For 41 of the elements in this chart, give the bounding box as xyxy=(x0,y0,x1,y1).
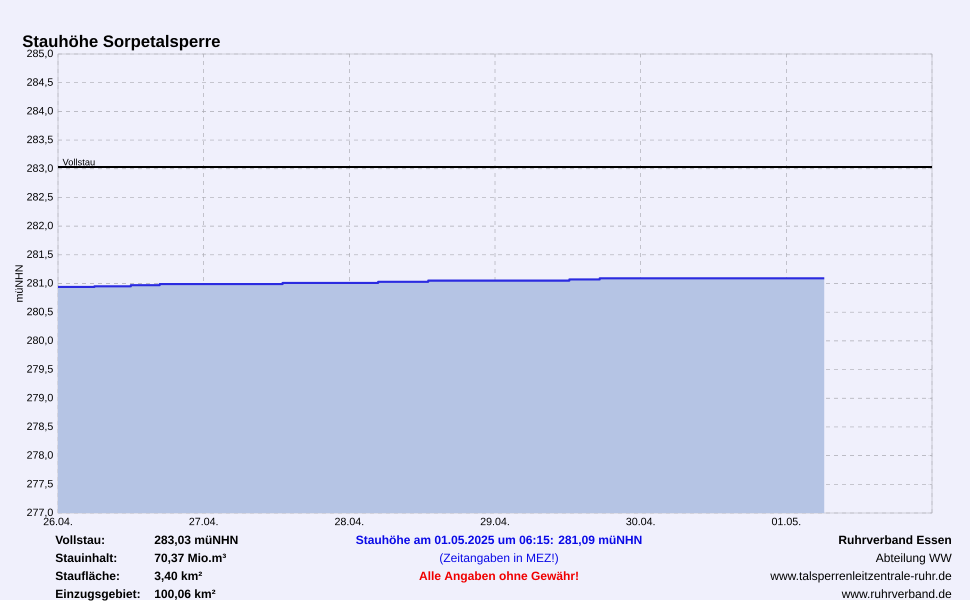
text: www.ruhrverband.de xyxy=(842,590,952,598)
text: 70,37 Mio.m³ xyxy=(154,554,226,564)
x-tick-label: 27.04. xyxy=(189,518,218,526)
y-tick-label: 284,0 xyxy=(27,107,53,116)
y-axis-title: müNHN xyxy=(15,266,23,302)
text: Stauhöhe am 01.05.2025 um 06:15: 281,09 müNHN xyxy=(356,536,642,546)
y-tick-label: 281,5 xyxy=(27,250,53,260)
y-tick-label: 283,0 xyxy=(27,164,53,174)
text: 100,06 km² xyxy=(155,590,216,600)
y-tick-label: 282,0 xyxy=(27,222,53,231)
y-tick-label: 279,5 xyxy=(27,365,53,374)
x-tick-label: 29.04. xyxy=(480,518,509,526)
y-tick-label: 281,0 xyxy=(27,279,53,288)
y-tick-label: 280,0 xyxy=(27,336,53,346)
text: (Zeitangaben in MEZ!) xyxy=(440,554,558,565)
y-tick-label: 285,0 xyxy=(27,50,53,59)
y-tick-label: 279,0 xyxy=(27,394,53,403)
text: www.talsperrenleitzentrale-ruhr.de xyxy=(770,572,952,583)
y-tick-label: 282,5 xyxy=(27,193,53,202)
x-tick-label: 26.04. xyxy=(44,518,72,526)
text: Stauinhalt: xyxy=(56,554,116,562)
text: 3,40 km² xyxy=(154,572,202,582)
text: Einzugsgebiet: xyxy=(56,590,140,601)
text: Abteilung WW xyxy=(876,554,952,565)
x-tick-label: 30.04. xyxy=(626,518,655,526)
y-tick-label: 280,5 xyxy=(27,308,53,317)
text: Vollstau: xyxy=(55,536,104,544)
y-tick-label: 283,5 xyxy=(27,136,53,145)
y-tick-label: 277,0 xyxy=(27,508,53,518)
y-tick-label: 277,5 xyxy=(27,480,53,489)
y-tick-label: 278,5 xyxy=(27,422,53,432)
y-tick-label: 284,5 xyxy=(27,78,53,88)
text: Staufläche: xyxy=(56,572,119,580)
x-tick-label: 28.04. xyxy=(335,518,364,526)
x-tick-label: 01.05. xyxy=(772,518,800,526)
chart-title: Stauhöhe Sorpetalsperre xyxy=(22,35,220,51)
text: Alle Angaben ohne Gewähr! xyxy=(419,572,578,583)
text: Ruhrverband Essen xyxy=(839,536,951,544)
text: 283,03 müNHN xyxy=(154,536,238,546)
ref-line-label: Vollstau xyxy=(62,158,95,166)
y-tick-label: 278,0 xyxy=(27,451,53,460)
